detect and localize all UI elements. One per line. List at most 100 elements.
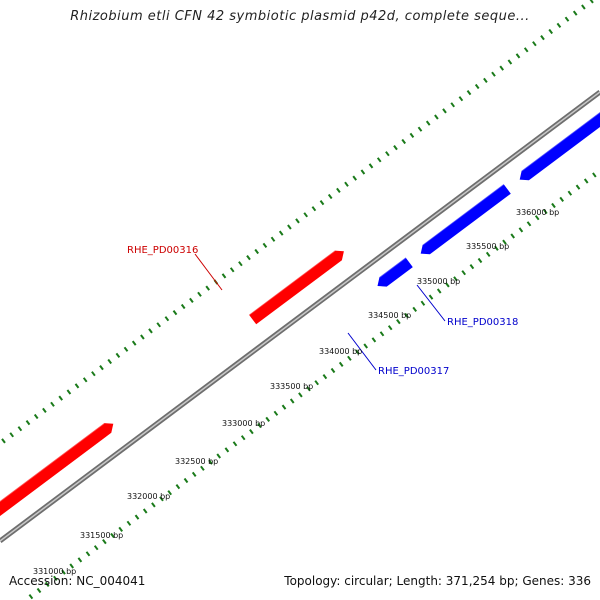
scale-label-332000: 332000 bp [127,492,170,501]
gene-rhe-pd00317-highlight [379,256,407,278]
lower-track-tick [477,257,483,264]
upper-track-tick [425,120,431,126]
upper-track-tick [131,340,137,346]
gene-reverse-right[interactable] [519,98,600,181]
upper-track-tick [278,230,284,236]
upper-track-tick [1,438,6,444]
lower-track-tick [208,459,213,465]
upper-track-tick [58,395,64,401]
lower-track-tick [371,337,377,343]
lower-track-tick [240,435,246,441]
lower-track-tick [298,392,303,398]
scale-label-331500: 331500 bp [80,531,123,540]
upper-track-tick [344,181,349,187]
upper-track-tick [352,175,358,181]
lower-track-tick [110,532,115,539]
lower-track-tick [183,477,189,484]
gene-forward-left[interactable] [0,423,114,543]
lower-track-tick [77,557,83,563]
upper-track-tick [507,59,513,65]
upper-track-tick [148,328,153,334]
upper-track-tick [197,291,202,297]
upper-track-tick [548,28,554,35]
scale-label-334000: 334000 bp [319,347,362,356]
lower-track-tick [436,288,442,294]
lower-track-tick [453,276,458,282]
lower-track-tick [330,367,336,374]
gene-rhe-pd00317[interactable] [377,257,413,287]
lower-track-tick [592,172,597,178]
upper-track-tick [319,200,325,206]
lower-track-tick [53,575,58,581]
upper-track-tick [91,371,96,377]
gene-rhe-pd00316[interactable] [249,250,344,325]
lower-track-tick [232,441,238,447]
lower-track-tick [396,319,401,325]
lower-track-tick [142,508,148,514]
gene-rhe-pd00318[interactable] [420,184,511,255]
upper-track-tick [327,193,333,200]
lower-track-tick [428,294,434,300]
upper-track-tick [491,71,496,77]
lower-track-tick [518,227,524,233]
accession-text: Accession: NC_004041 [9,574,146,588]
upper-track-tick [311,206,317,212]
lower-track-tick [445,282,450,288]
label-leaders [194,253,446,371]
lower-track-tick [289,398,295,404]
upper-track-tick [336,187,341,193]
scale-label-334500: 334500 bp [368,311,411,320]
upper-track-tick [140,334,145,340]
lower-track-tick [61,569,66,575]
upper-track-tick [189,297,194,303]
lower-track-tick [485,251,491,257]
upper-track-tick [99,365,104,371]
lower-track-tick [502,239,507,245]
gene-rhe-pd00318-highlight [422,183,505,246]
upper-track-tick [499,65,505,71]
upper-track-tick [172,310,178,316]
scale-label-331000: 331000 bp [33,567,76,576]
upper-track-tick [393,145,398,151]
gene-label-rhe-pd00318[interactable]: RHE_PD00318 [447,317,518,328]
topology-info-text: Topology: circular; Length: 371,254 bp; … [284,574,591,588]
lower-track-tick [200,465,205,471]
lower-track-tick [575,184,581,190]
upper-track-tick [287,224,292,230]
lower-track-tick [494,245,499,251]
upper-track-tick [589,0,594,4]
lower-track-tick [338,361,344,367]
map-title: Rhizobium etli CFN 42 symbiotic plasmid … [70,9,530,24]
lower-track-tick [93,545,99,551]
lower-track-tick [273,410,279,416]
lower-track-tick [191,471,197,477]
upper-track-tick [115,352,121,358]
upper-track-tick [25,420,31,426]
lower-track-tick [461,270,467,276]
upper-track-tick [540,34,545,41]
lower-track-tick [379,331,385,337]
gene-label-rhe-pd00316[interactable]: RHE_PD00316 [127,245,198,256]
upper-track-tick [221,273,227,279]
upper-track-tick [442,108,447,114]
lower-track-tick [224,447,230,453]
lower-track-tick [314,380,320,386]
scale-label-336000: 336000 bp [516,208,559,217]
backbone [0,89,600,544]
lower-track-tick [306,386,311,392]
lower-track-tick [567,190,573,196]
upper-track-tick [474,83,480,90]
upper-track-tick [458,96,464,102]
upper-track-tick [532,41,537,47]
upper-track-tick [74,383,80,389]
lower-track-tick [559,196,565,202]
upper-track-tick [254,248,260,255]
gene-label-rhe-pd00317[interactable]: RHE_PD00317 [378,366,449,377]
lower-track-tick [85,551,91,557]
lower-track-tick [583,178,589,184]
gene-rhe-pd00316-highlight [248,249,336,316]
lower-track-tick [420,300,426,306]
upper-track-tick [581,4,586,10]
lower-track-tick [69,563,74,569]
